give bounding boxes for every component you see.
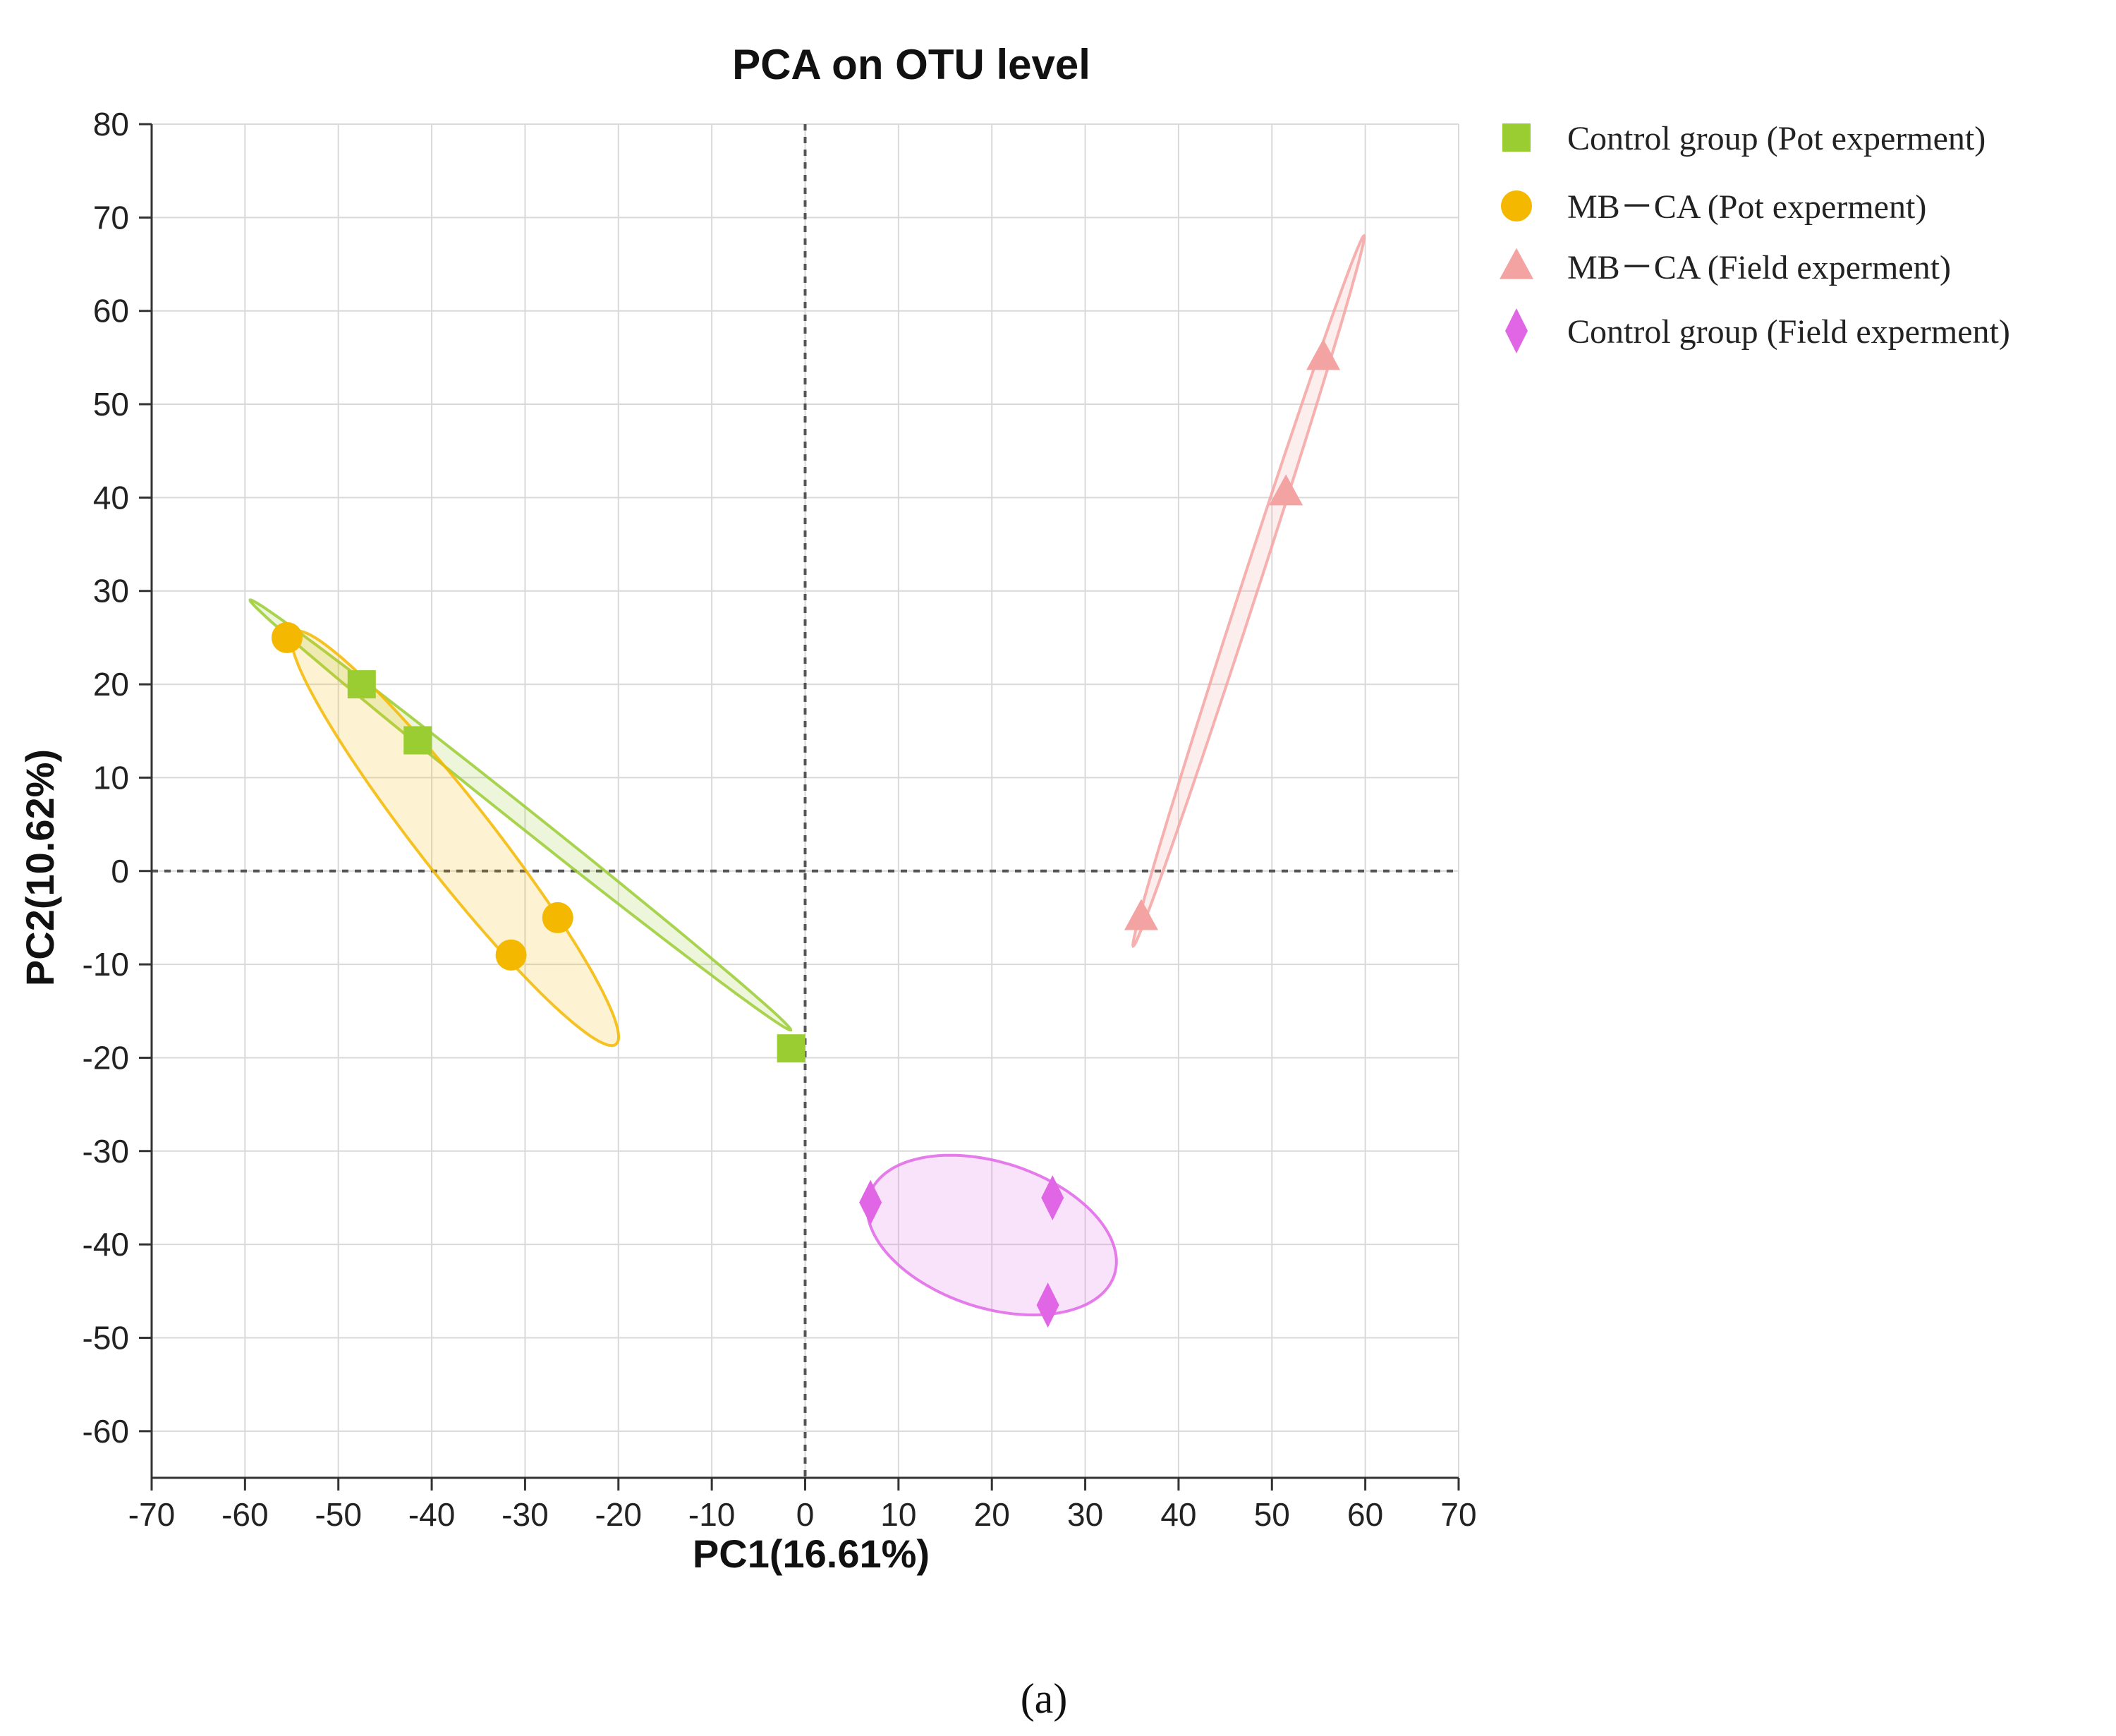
y-tick-label: -60 xyxy=(83,1413,129,1450)
y-tick-label: -30 xyxy=(83,1133,129,1170)
legend-label-3: MB－CA (Field experment) xyxy=(1567,249,1951,286)
x-tick-label: 40 xyxy=(1160,1496,1196,1533)
mbca-field-point xyxy=(1124,899,1158,930)
x-tick-label: 10 xyxy=(880,1496,916,1533)
y-tick-label: -10 xyxy=(83,946,129,983)
legend-marker-2 xyxy=(1501,190,1532,221)
x-tick-label: -50 xyxy=(315,1496,361,1533)
mbca-field-point xyxy=(1306,339,1341,370)
x-tick-label: 0 xyxy=(796,1496,815,1533)
mbca-pot-ellipse xyxy=(290,629,620,1048)
control-field-point xyxy=(1036,1282,1059,1328)
y-tick-label: 70 xyxy=(93,199,129,236)
x-tick-label: -70 xyxy=(128,1496,175,1533)
y-axis-title: PC2(10.62%) xyxy=(18,749,62,986)
y-tick-label: 80 xyxy=(93,106,129,142)
control-pot-point xyxy=(777,1034,805,1063)
x-tick-label: -40 xyxy=(408,1496,455,1533)
x-tick-label: -10 xyxy=(688,1496,735,1533)
y-tick-label: 60 xyxy=(93,293,129,329)
x-tick-label: 30 xyxy=(1067,1496,1103,1533)
x-tick-label: -60 xyxy=(221,1496,268,1533)
y-tick-label: 50 xyxy=(93,386,129,423)
y-tick-label: -50 xyxy=(83,1319,129,1356)
reference-lines xyxy=(152,124,1459,1478)
x-tick-label: 70 xyxy=(1440,1496,1476,1533)
legend-label-4: Control group (Field experment) xyxy=(1567,313,2010,351)
legend-marker-1 xyxy=(1502,123,1531,152)
chart-title: PCA on OTU level xyxy=(732,41,1090,88)
legend: Control group (Pot experment) MB－CA (Pot … xyxy=(1500,120,2010,353)
control-field-point xyxy=(859,1179,882,1225)
mbca-pot-point xyxy=(495,939,527,971)
y-tick-label: -40 xyxy=(83,1226,129,1263)
y-tick-label: 20 xyxy=(93,666,129,703)
mbca-pot-point xyxy=(542,902,573,933)
x-tick-label: 60 xyxy=(1347,1496,1383,1533)
data-points xyxy=(271,339,1341,1328)
x-tick-label: -30 xyxy=(501,1496,548,1533)
control-field-ellipse xyxy=(865,1153,1118,1317)
mbca-pot-point xyxy=(271,621,303,653)
y-tick-label: 40 xyxy=(93,479,129,516)
x-tick-label: 50 xyxy=(1254,1496,1290,1533)
x-axis-title: PC1(16.61%) xyxy=(693,1531,930,1576)
y-tick-label: 0 xyxy=(111,853,129,890)
control-pot-point xyxy=(347,670,376,699)
mbca-field-point xyxy=(1269,474,1303,506)
legend-label-1: Control group (Pot experment) xyxy=(1567,120,1986,157)
y-tick-label: 30 xyxy=(93,573,129,609)
axes: -70 -60 -50 -40 -30 -20 -10 0 10 20 30 40 50 60 70 80 70… xyxy=(83,106,1477,1533)
control-pot-ellipse xyxy=(248,598,793,1032)
legend-label-2: MB－CA (Pot experment) xyxy=(1567,188,1926,226)
control-pot-point xyxy=(403,726,432,755)
y-tick-label: 10 xyxy=(93,759,129,796)
figure-caption: (a) xyxy=(1021,1675,1068,1722)
legend-marker-4 xyxy=(1505,308,1528,353)
mbca-field-ellipse xyxy=(1131,233,1366,949)
confidence-ellipses xyxy=(248,233,1366,1317)
x-tick-label: -20 xyxy=(595,1496,642,1533)
legend-marker-3 xyxy=(1500,248,1533,279)
x-tick-label: 20 xyxy=(974,1496,1010,1533)
y-tick-label: -20 xyxy=(83,1039,129,1076)
control-field-point xyxy=(1041,1174,1064,1220)
